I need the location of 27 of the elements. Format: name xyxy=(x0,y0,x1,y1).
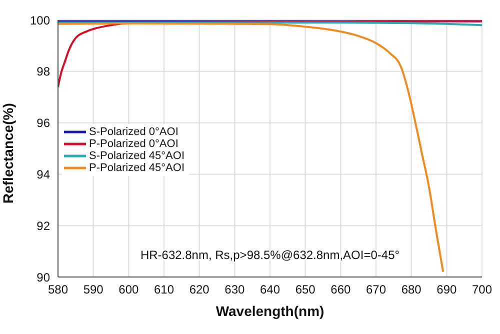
y-tick-label: 94 xyxy=(36,167,50,182)
x-tick-label: 600 xyxy=(118,282,139,297)
x-tick-label: 680 xyxy=(401,282,422,297)
y-tick-label: 96 xyxy=(36,116,50,130)
legend-label: S-Polarized 0°AOI xyxy=(89,126,178,138)
x-axis-title: Wavelength(nm) xyxy=(216,303,324,319)
line-series xyxy=(58,22,444,273)
y-tick-label: 100 xyxy=(30,13,50,28)
x-tick-label: 670 xyxy=(366,282,386,297)
x-tick-label: 690 xyxy=(436,282,457,297)
x-tick-label: 620 xyxy=(189,282,210,297)
y-tick-label: 92 xyxy=(36,218,50,233)
legend-label: P-Polarized 45°AOI xyxy=(89,162,184,174)
x-tick-label: 640 xyxy=(260,282,280,297)
y-axis-title: Reflectance(%) xyxy=(0,103,16,204)
y-tick-label: 90 xyxy=(36,270,50,284)
x-tick-label: 700 xyxy=(472,282,492,297)
annotation: HR-632.8nm, Rs,p>98.5%@632.8nm,AOI=0-45° xyxy=(140,248,400,262)
y-tick-label: 98 xyxy=(36,64,50,79)
x-tick-label: 580 xyxy=(48,282,68,297)
legend-label: S-Polarized 45°AOI xyxy=(89,150,184,162)
x-tick-label: 650 xyxy=(295,282,316,297)
x-tick-label: 610 xyxy=(154,282,174,297)
x-tick-label: 630 xyxy=(224,282,245,297)
x-tick-label: 660 xyxy=(330,282,351,297)
legend-label: P-Polarized 0°AOI xyxy=(89,138,178,150)
x-tick-label: 590 xyxy=(83,282,104,297)
